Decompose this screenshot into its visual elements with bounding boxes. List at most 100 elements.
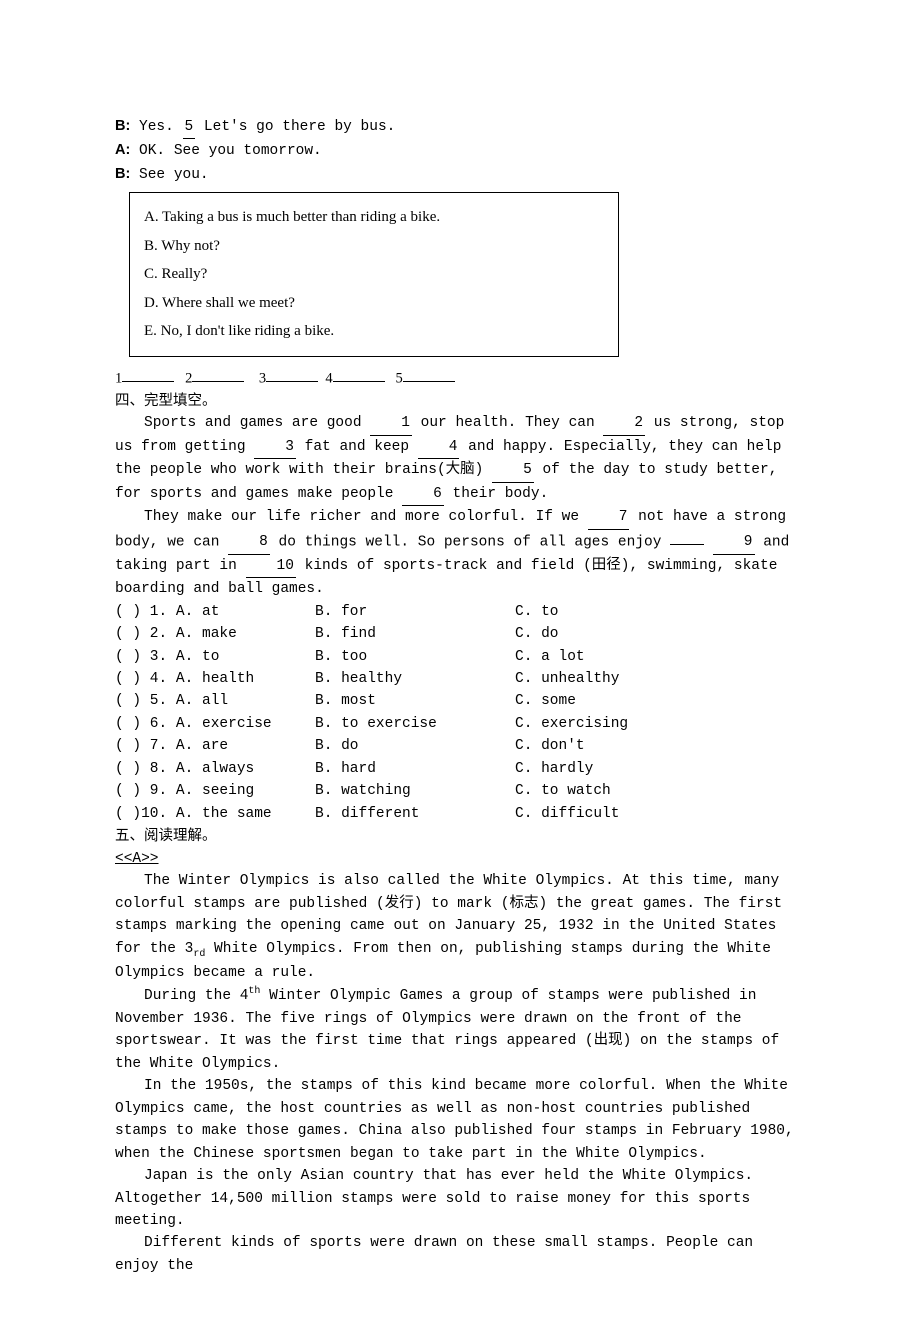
cloze-blank-7: 7 (588, 506, 630, 529)
cloze-col-c: C. to (515, 601, 715, 623)
cloze-col-a: ( ) 8. A. always (115, 758, 315, 780)
cloze-blank-4: 4 (418, 436, 460, 459)
cloze-col-c: C. unhealthy (515, 668, 715, 690)
cloze-col-b: B. do (315, 735, 515, 757)
cloze-col-b: B. to exercise (315, 713, 515, 735)
reading-paragraph-2: During the 4th Winter Olympic Games a gr… (115, 984, 805, 1075)
cloze-col-c: C. to watch (515, 780, 715, 802)
reading-paragraph-1: The Winter Olympics is also called the W… (115, 870, 805, 984)
reading-text: White Olympics. From then on, publishing… (115, 941, 771, 981)
blank-number: 1 (115, 370, 122, 386)
cloze-blank-8: 8 (228, 531, 270, 554)
option-c: C. Really? (144, 260, 604, 289)
cloze-col-a: ( ) 1. A. at (115, 601, 315, 623)
cloze-text: fat and keep (296, 439, 418, 455)
ordinal-subscript: rd (193, 949, 205, 960)
cloze-col-a: ( ) 6. A. exercise (115, 713, 315, 735)
cloze-col-a: ( ) 4. A. health (115, 668, 315, 690)
answer-blanks-row: 1 2 3 4 5 (115, 367, 805, 390)
dialog-line-a1: A: OK. See you tomorrow. (115, 139, 805, 162)
cloze-col-a: ( ) 9. A. seeing (115, 780, 315, 802)
cloze-text: their body. (444, 486, 548, 502)
option-a: A. Taking a bus is much better than ridi… (144, 203, 604, 232)
cloze-col-c: C. difficult (515, 803, 715, 825)
dialog-text: Let's go there by bus. (195, 119, 395, 135)
cloze-col-a: ( ) 2. A. make (115, 623, 315, 645)
speaker-a-label: A: (115, 142, 130, 158)
cloze-text: Sports and games are good (144, 415, 370, 431)
cloze-col-b: B. different (315, 803, 515, 825)
section-4-heading: 四、完型填空。 (115, 390, 805, 412)
blank-number: 5 (396, 370, 403, 386)
cloze-option-row: ( ) 8. A. always B. hard C. hardly (115, 758, 805, 780)
reading-label: <<A>> (115, 848, 805, 870)
cloze-col-a: ( )10. A. the same (115, 803, 315, 825)
ordinal-superscript: th (248, 986, 260, 997)
cloze-option-row: ( ) 6. A. exercise B. to exercise C. exe… (115, 713, 805, 735)
cloze-col-b: B. most (315, 690, 515, 712)
cloze-col-c: C. some (515, 690, 715, 712)
answer-blank (403, 367, 455, 383)
cloze-col-c: C. exercising (515, 713, 715, 735)
cloze-blank-9: 9 (713, 531, 755, 554)
cloze-text: do things well. So persons of all ages e… (270, 534, 670, 550)
dialog-text: See you. (130, 167, 208, 183)
option-e: E. No, I don't like riding a bike. (144, 317, 604, 346)
cloze-option-row: ( ) 4. A. health B. healthy C. unhealthy (115, 668, 805, 690)
dialog-line-b2: B: See you. (115, 163, 805, 186)
partial-blank (670, 530, 704, 546)
cloze-blank-10: 10 (246, 555, 296, 578)
blank-number: 3 (259, 370, 266, 386)
cloze-blank-5: 5 (492, 459, 534, 482)
cloze-col-a: ( ) 5. A. all (115, 690, 315, 712)
cloze-col-b: B. healthy (315, 668, 515, 690)
cloze-col-c: C. hardly (515, 758, 715, 780)
speaker-b-label: B: (115, 118, 130, 134)
reading-paragraph-4: Japan is the only Asian country that has… (115, 1165, 805, 1232)
cloze-paragraph-2: They make our life richer and more color… (115, 506, 805, 600)
option-b: B. Why not? (144, 232, 604, 261)
cloze-option-row: ( ) 1. A. atB. for C. to (115, 601, 805, 623)
cloze-pad (704, 534, 713, 550)
dialog-line-b1: B: Yes. 5 Let's go there by bus. (115, 115, 805, 139)
reading-paragraph-3: In the 1950s, the stamps of this kind be… (115, 1075, 805, 1165)
cloze-col-c: C. do (515, 623, 715, 645)
reading-text: During the 4 (144, 988, 248, 1004)
blank-number: 2 (185, 370, 192, 386)
cloze-options-block: ( ) 1. A. atB. for C. to( ) 2. A. make B… (115, 601, 805, 826)
cloze-col-b: B. too (315, 646, 515, 668)
cloze-option-row: ( )10. A. the same B. different C. diffi… (115, 803, 805, 825)
cloze-col-a: ( ) 3. A. to (115, 646, 315, 668)
options-box: A. Taking a bus is much better than ridi… (129, 192, 619, 357)
cloze-text: They make our life richer and more color… (144, 509, 588, 525)
cloze-option-row: ( ) 9. A. seeing B. watching C. to watch (115, 780, 805, 802)
cloze-blank-6: 6 (402, 483, 444, 506)
document-page: B: Yes. 5 Let's go there by bus. A: OK. … (0, 0, 920, 1317)
cloze-text: our health. They can (412, 415, 603, 431)
cloze-option-row: ( ) 5. A. all B. most C. some (115, 690, 805, 712)
speaker-b-label: B: (115, 166, 130, 182)
cloze-col-c: C. a lot (515, 646, 715, 668)
section-5-heading: 五、阅读理解。 (115, 825, 805, 847)
blank-5: 5 (183, 116, 196, 139)
cloze-option-row: ( ) 2. A. make B. findC. do (115, 623, 805, 645)
cloze-col-a: ( ) 7. A. are (115, 735, 315, 757)
blank-number: 4 (325, 370, 332, 386)
answer-blank (192, 367, 244, 383)
cloze-blank-2: 2 (603, 412, 645, 435)
dialog-text: OK. See you tomorrow. (130, 143, 321, 159)
cloze-option-row: ( ) 7. A. areB. doC. don't (115, 735, 805, 757)
cloze-col-c: C. don't (515, 735, 715, 757)
cloze-col-b: B. for (315, 601, 515, 623)
cloze-blank-3: 3 (254, 436, 296, 459)
cloze-col-b: B. watching (315, 780, 515, 802)
answer-blank (333, 367, 385, 383)
cloze-col-b: B. hard (315, 758, 515, 780)
cloze-blank-1: 1 (370, 412, 412, 435)
dialog-text: Yes. (130, 119, 182, 135)
option-d: D. Where shall we meet? (144, 289, 604, 318)
cloze-col-b: B. find (315, 623, 515, 645)
answer-blank (266, 367, 318, 383)
cloze-option-row: ( ) 3. A. to B. tooC. a lot (115, 646, 805, 668)
reading-paragraph-5: Different kinds of sports were drawn on … (115, 1232, 805, 1277)
